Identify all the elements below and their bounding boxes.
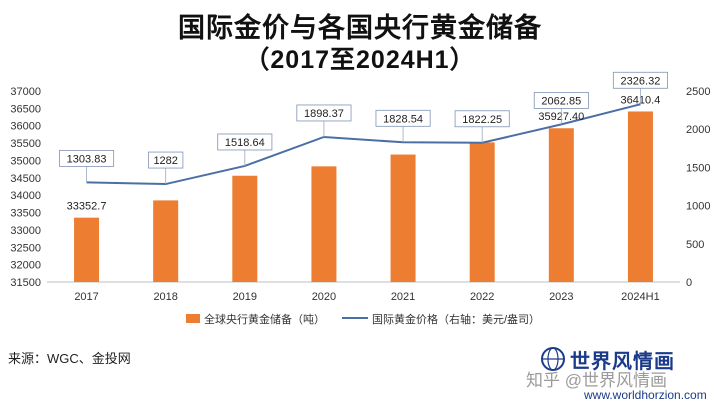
x-tick-label: 2020 (312, 291, 336, 303)
y-right-tick-label: 1000 (686, 201, 710, 213)
y-right-tick-label: 500 (686, 239, 704, 251)
y-left-tick-label: 35000 (10, 155, 41, 167)
line-data-label: 1303.83 (67, 153, 107, 165)
globe-logo-icon (541, 347, 565, 371)
bar-reserve-2023 (548, 128, 574, 282)
bar-reserve-2019 (232, 175, 258, 282)
y-left-tick-label: 32500 (10, 242, 41, 254)
line-label-box (148, 151, 184, 169)
line-label-box (59, 149, 115, 167)
chart-title: 国际金价与各国央行黄金储备 (178, 13, 542, 43)
line-label-box (612, 71, 668, 89)
x-tick-label: 2024H1 (621, 291, 660, 303)
x-tick-label: 2018 (153, 291, 177, 303)
gold-price-line (86, 103, 641, 186)
x-tick-label: 2017 (74, 291, 98, 303)
bar-reserve-2024H1 (627, 111, 653, 283)
line-label-box (533, 91, 589, 109)
x-tick-label: 2019 (233, 291, 257, 303)
y-left-tick-label: 32000 (10, 260, 41, 272)
y-left-tick-label: 33000 (10, 225, 41, 237)
y-left-tick-label: 37000 (10, 86, 41, 98)
y-left-tick-label: 34500 (10, 173, 41, 185)
y-left-tick-label: 33500 (10, 208, 41, 220)
bar-reserve-2022 (469, 142, 495, 282)
line-data-label: 1518.64 (225, 137, 265, 149)
line-data-label: 1822.25 (462, 114, 502, 126)
brand-url: www.worldhorzion.com (584, 388, 707, 402)
line-data-label: 1828.54 (383, 113, 423, 125)
brand-name: 世界风情画 (570, 351, 675, 373)
y-right-tick-label: 2500 (686, 86, 710, 98)
watermark-text: 知乎 @世界风情画 (526, 371, 667, 390)
x-tick-label: 2021 (391, 291, 415, 303)
chart-subtitle: （2017至2024H1） (244, 46, 476, 74)
y-left-tick-label: 34000 (10, 190, 41, 202)
x-tick-label: 2023 (549, 291, 573, 303)
bar-data-label: 33352.7 (67, 201, 107, 213)
line-data-label: 2062.85 (541, 95, 581, 107)
y-right-tick-label: 2000 (686, 124, 710, 136)
line-label-box (217, 133, 273, 151)
line-label-box (296, 104, 352, 122)
y-left-tick-label: 36000 (10, 121, 41, 133)
bar-reserve-2020 (311, 166, 337, 282)
y-right-tick-label: 0 (686, 277, 692, 289)
line-label-box (454, 110, 510, 128)
line-data-label: 2326.32 (621, 75, 661, 87)
source-note: 来源：WGC、金投网 (8, 351, 131, 366)
line-data-label: 1898.37 (304, 108, 344, 120)
legend-bar-swatch (186, 314, 200, 323)
line-data-label: 1282 (153, 155, 177, 167)
legend-bar-label: 全球央行黄金储备（吨） (204, 312, 325, 326)
x-tick-label: 2022 (470, 291, 494, 303)
line-label-box (375, 109, 431, 127)
legend-line-label: 国际黄金价格（右轴：美元/盎司） (372, 312, 540, 326)
y-left-tick-label: 31500 (10, 277, 41, 289)
y-left-tick-label: 35500 (10, 138, 41, 150)
bar-reserve-2018 (153, 200, 179, 282)
y-right-tick-label: 1500 (686, 162, 710, 174)
bar-reserve-2017 (74, 217, 100, 282)
bar-reserve-2021 (390, 154, 416, 282)
y-left-tick-label: 36500 (10, 103, 41, 115)
